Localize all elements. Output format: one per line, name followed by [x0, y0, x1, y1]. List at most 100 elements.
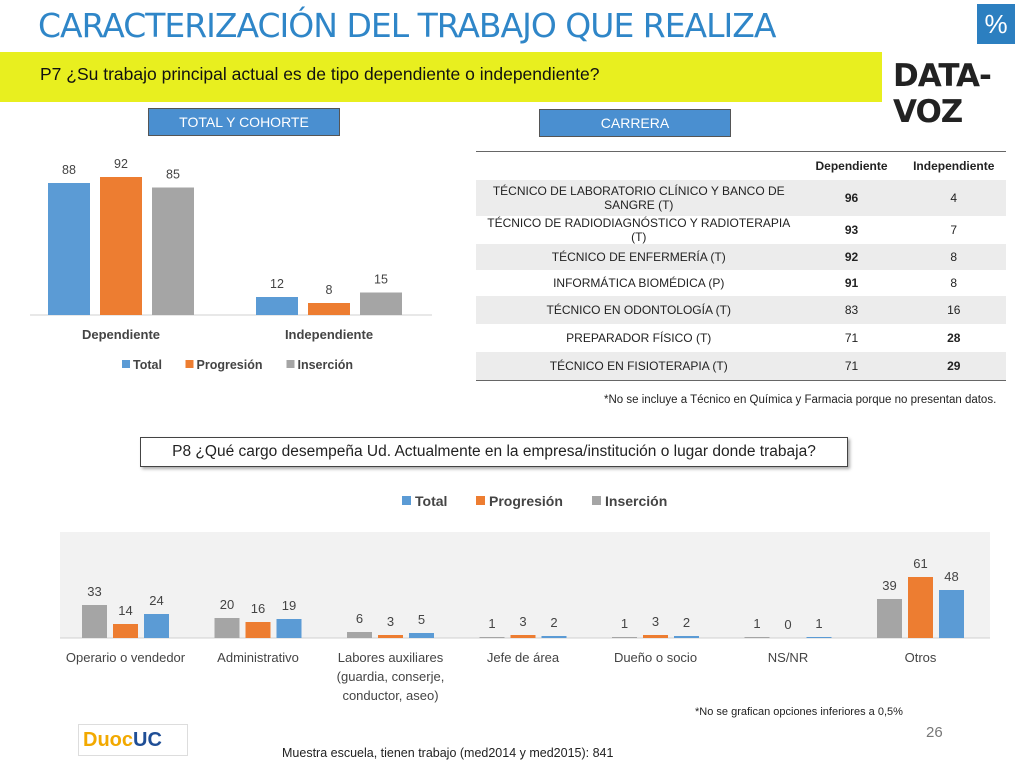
datavoz-logo: DATA-VOZ [893, 58, 992, 130]
chart-note: *No se grafican opciones inferiores a 0,… [695, 706, 903, 718]
question-p8: P8 ¿Qué cargo desempeña Ud. Actualmente … [140, 437, 848, 467]
bar-total [256, 297, 298, 315]
bar-total [674, 636, 699, 638]
legend-swatch [402, 496, 411, 505]
data-label: 16 [251, 601, 265, 616]
percent-badge: % [977, 4, 1015, 44]
independiente-value: 4 [901, 180, 1006, 216]
data-label: 6 [356, 611, 363, 626]
bar-inserción [744, 637, 770, 638]
data-label: 3 [652, 614, 659, 629]
independiente-value: 7 [950, 223, 958, 237]
bar-progresión [378, 635, 403, 638]
bar-inserción [360, 292, 402, 315]
careers-table: Dependiente Independiente TÉCNICO DE LAB… [476, 151, 1006, 381]
legend-swatch [122, 360, 130, 368]
bar-inserción [877, 599, 902, 638]
bar-total [409, 633, 434, 638]
data-label: 1 [815, 616, 822, 631]
bar-inserción [612, 637, 637, 638]
data-label: 2 [683, 615, 690, 630]
data-label: 19 [282, 598, 296, 613]
header-independiente: Independiente [901, 151, 1006, 180]
bar-inserción [479, 637, 505, 638]
bar-progresión [308, 303, 350, 315]
bar-inserción [82, 605, 107, 638]
bar-total [806, 637, 832, 638]
bar-inserción [214, 618, 240, 638]
category-label: Jefe de área [487, 650, 560, 665]
duoc-brand-text: Duoc [83, 728, 133, 751]
bar-progresión [245, 622, 271, 638]
bar-total [144, 614, 169, 638]
data-label: 14 [118, 603, 132, 618]
bar-inserción [347, 632, 372, 638]
bar-total [276, 619, 302, 638]
bar-total [48, 183, 90, 315]
header-career [476, 151, 802, 180]
career-name: PREPARADOR FÍSICO (T) [566, 331, 712, 345]
dependiente-value: 83 [801, 296, 902, 324]
question-banner [0, 52, 1024, 102]
dependiente-value: 96 [801, 180, 902, 216]
legend-total: Total [133, 358, 162, 372]
data-label: 3 [519, 614, 526, 629]
bar-inserción [152, 187, 194, 315]
independiente-value: 8 [950, 276, 958, 290]
legend-swatch [476, 496, 485, 505]
table-row: TÉCNICO DE RADIODIAGNÓSTICO Y RADIOTERAP… [476, 216, 1006, 244]
duocuc-logo: Duoc UC [78, 724, 188, 756]
data-label: 1 [753, 616, 760, 631]
data-label: 39 [882, 578, 896, 593]
category-label: Administrativo [217, 650, 299, 665]
data-label: 48 [944, 569, 958, 584]
career-name: TÉCNICO EN FISIOTERAPIA (T) [476, 352, 802, 381]
career-name: INFORMÁTICA BIOMÉDICA (P) [553, 276, 725, 290]
category-label: Otros [905, 650, 937, 665]
dependiente-value: 71 [844, 331, 859, 345]
category-label: Labores auxiliares [338, 650, 444, 665]
data-label: 92 [114, 157, 128, 171]
legend-progresión: Progresión [197, 358, 263, 372]
legend-progresión: Progresión [489, 493, 563, 509]
independiente-value: 8 [901, 244, 1006, 270]
page-number: 26 [926, 724, 943, 741]
data-label: 61 [913, 556, 927, 571]
table-row: TÉCNICO EN ODONTOLOGÍA (T) 83 16 [476, 296, 1006, 324]
chart-dependiente-independiente: 88 92 85 Dependiente 12 8 15 Independiente Total… [30, 157, 432, 372]
legend-total: Total [415, 493, 447, 509]
dependiente-value: 93 [844, 223, 859, 237]
question-p7: P7 ¿Su trabajo principal actual es de ti… [40, 64, 600, 84]
category-label: (guardia, conserje, [337, 669, 445, 684]
data-label: 2 [550, 615, 557, 630]
bar-progresión [643, 635, 668, 638]
data-label: 1 [488, 616, 495, 631]
bar-progresión [908, 577, 933, 638]
category-label: Dueño o socio [614, 650, 697, 665]
bar-progresión [100, 177, 142, 315]
career-name: TÉCNICO EN ODONTOLOGÍA (T) [476, 296, 802, 324]
uc-brand-text: UC [133, 728, 162, 751]
table-row: INFORMÁTICA BIOMÉDICA (P) 91 8 [476, 270, 1006, 296]
category-label: Operario o vendedor [66, 650, 186, 665]
tag-total-cohorte: TOTAL Y COHORTE [148, 108, 340, 136]
data-label: 0 [784, 617, 791, 632]
data-label: 12 [270, 277, 284, 291]
category-label: NS/NR [768, 650, 808, 665]
dependiente-value: 92 [801, 244, 902, 270]
data-label: 33 [87, 584, 101, 599]
dependiente-value: 91 [844, 276, 859, 290]
legend-swatch [286, 360, 295, 368]
table-row: TÉCNICO DE ENFERMERÍA (T) 92 8 [476, 244, 1006, 270]
career-name: TÉCNICO DE LABORATORIO CLÍNICO Y BANCO D… [476, 180, 802, 216]
legend-swatch [185, 360, 194, 368]
data-label: 5 [418, 612, 425, 627]
logo-area [882, 52, 1024, 102]
legend-inserción: Inserción [298, 358, 354, 372]
data-label: 88 [62, 163, 76, 177]
data-label: 20 [220, 597, 234, 612]
dependiente-value: 71 [801, 352, 902, 381]
table-header-row: Dependiente Independiente [476, 151, 1006, 180]
independiente-value: 16 [901, 296, 1006, 324]
